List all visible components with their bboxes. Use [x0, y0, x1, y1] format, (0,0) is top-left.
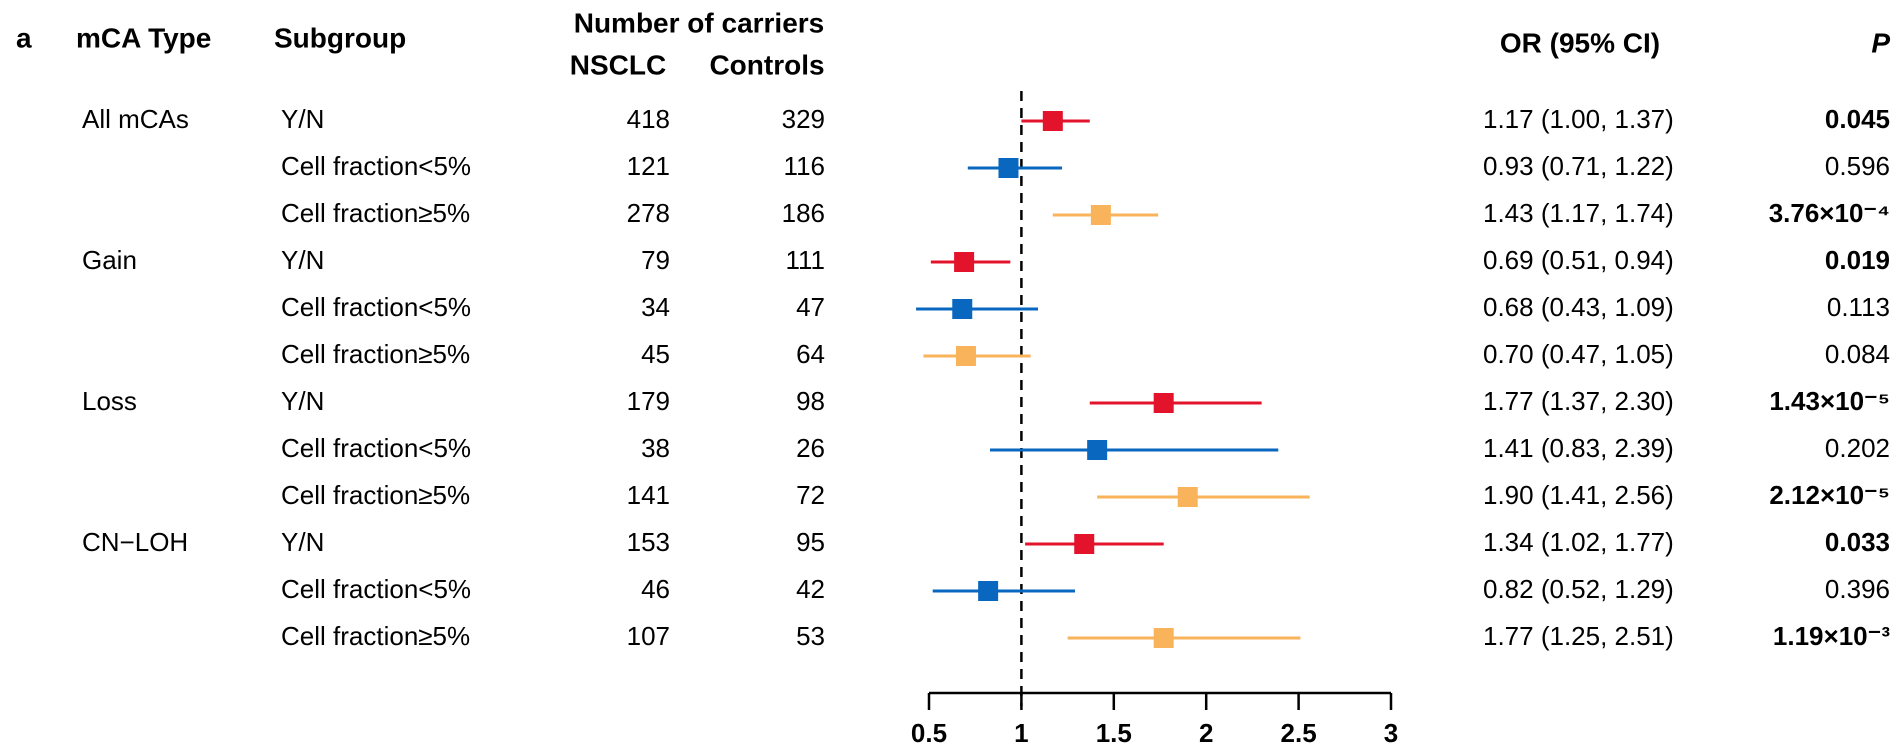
- p-value: 0.596: [1825, 151, 1890, 181]
- controls-count: 186: [782, 198, 825, 228]
- subgroup-label: Cell fraction≥5%: [281, 198, 470, 228]
- controls-count: 329: [782, 104, 825, 134]
- x-tick-label: 1: [1014, 718, 1028, 748]
- cases-count: 121: [627, 151, 670, 181]
- or-point: [1087, 440, 1108, 460]
- controls-count: 72: [796, 480, 825, 510]
- p-value: 0.045: [1825, 104, 1890, 134]
- subgroup-label: Cell fraction<5%: [281, 292, 471, 322]
- or-point: [955, 346, 976, 366]
- controls-count: 111: [785, 245, 825, 275]
- cases-count: 418: [627, 104, 670, 134]
- cases-count: 141: [627, 480, 670, 510]
- or-label: 0.68 (0.43, 1.09): [1483, 292, 1674, 322]
- or-label: 0.69 (0.51, 0.94): [1483, 245, 1674, 275]
- group-header: mCA Type: [76, 22, 211, 53]
- subgroup-label: Y/N: [281, 386, 324, 416]
- or-label: 1.41 (0.83, 2.39): [1483, 433, 1674, 463]
- x-tick-label: 3: [1384, 718, 1398, 748]
- cases-count: 153: [627, 527, 670, 557]
- p-value: 0.113: [1827, 292, 1890, 322]
- x-tick-label: 0.5: [911, 718, 947, 748]
- or-label: 1.77 (1.37, 2.30): [1483, 386, 1674, 416]
- or-point: [1153, 393, 1174, 413]
- cases-count: 45: [641, 339, 670, 369]
- or-label: 1.77 (1.25, 2.51): [1483, 621, 1674, 651]
- p-value: 0.396: [1825, 574, 1890, 604]
- or-point: [1090, 205, 1111, 225]
- p-value: 0.084: [1825, 339, 1890, 369]
- controls-count: 98: [796, 386, 825, 416]
- group-label: CN−LOH: [82, 527, 188, 557]
- group-label: Gain: [82, 245, 137, 275]
- or-point: [954, 252, 975, 272]
- or-header: OR (95% CI): [1500, 27, 1660, 58]
- panel-label: a: [16, 22, 32, 53]
- cases-count: 38: [641, 433, 670, 463]
- subgroup-label: Cell fraction<5%: [281, 574, 471, 604]
- cases-count: 79: [641, 245, 670, 275]
- x-tick-label: 1.5: [1096, 718, 1132, 748]
- cases-header: NSCLC: [570, 49, 666, 80]
- subgroup-header: Subgroup: [274, 22, 406, 53]
- p-header: P: [1871, 27, 1890, 58]
- group-label: All mCAs: [82, 104, 189, 134]
- cases-count: 179: [627, 386, 670, 416]
- or-label: 1.90 (1.41, 2.56): [1483, 480, 1674, 510]
- or-label: 1.43 (1.17, 1.74): [1483, 198, 1674, 228]
- controls-count: 26: [796, 433, 825, 463]
- or-label: 1.34 (1.02, 1.77): [1483, 527, 1674, 557]
- or-label: 0.93 (0.71, 1.22): [1483, 151, 1674, 181]
- or-point: [1177, 487, 1198, 507]
- x-tick-label: 2.5: [1281, 718, 1317, 748]
- controls-header: Controls: [709, 49, 824, 80]
- cases-count: 278: [627, 198, 670, 228]
- controls-count: 95: [796, 527, 825, 557]
- p-value: 1.19×10⁻³: [1773, 621, 1890, 651]
- cases-count: 107: [627, 621, 670, 651]
- subgroup-label: Y/N: [281, 245, 324, 275]
- cases-count: 34: [641, 292, 670, 322]
- subgroup-label: Cell fraction<5%: [281, 151, 471, 181]
- or-label: 0.82 (0.52, 1.29): [1483, 574, 1674, 604]
- subgroup-label: Cell fraction≥5%: [281, 339, 470, 369]
- or-point: [1042, 111, 1063, 131]
- subgroup-label: Cell fraction≥5%: [281, 480, 470, 510]
- p-value: 0.033: [1825, 527, 1890, 557]
- or-point: [978, 581, 999, 601]
- p-value: 2.12×10⁻⁵: [1769, 480, 1890, 510]
- p-value: 3.76×10⁻⁴: [1769, 198, 1890, 228]
- cases-count: 46: [641, 574, 670, 604]
- or-point: [952, 299, 973, 319]
- p-value: 0.019: [1825, 245, 1890, 275]
- controls-count: 42: [796, 574, 825, 604]
- group-label: Loss: [82, 386, 137, 416]
- controls-count: 64: [796, 339, 825, 369]
- p-value: 0.202: [1825, 433, 1890, 463]
- controls-count: 116: [784, 151, 825, 181]
- controls-count: 47: [796, 292, 825, 322]
- x-tick-label: 2: [1199, 718, 1213, 748]
- subgroup-label: Cell fraction<5%: [281, 433, 471, 463]
- controls-count: 53: [796, 621, 825, 651]
- or-point: [998, 158, 1019, 178]
- subgroup-label: Y/N: [281, 104, 324, 134]
- subgroup-label: Y/N: [281, 527, 324, 557]
- carriers-header: Number of carriers: [574, 7, 825, 38]
- subgroup-label: Cell fraction≥5%: [281, 621, 470, 651]
- or-label: 0.70 (0.47, 1.05): [1483, 339, 1674, 369]
- or-point: [1074, 534, 1095, 554]
- p-value: 1.43×10⁻⁵: [1769, 386, 1890, 416]
- or-label: 1.17 (1.00, 1.37): [1483, 104, 1674, 134]
- or-point: [1153, 628, 1174, 648]
